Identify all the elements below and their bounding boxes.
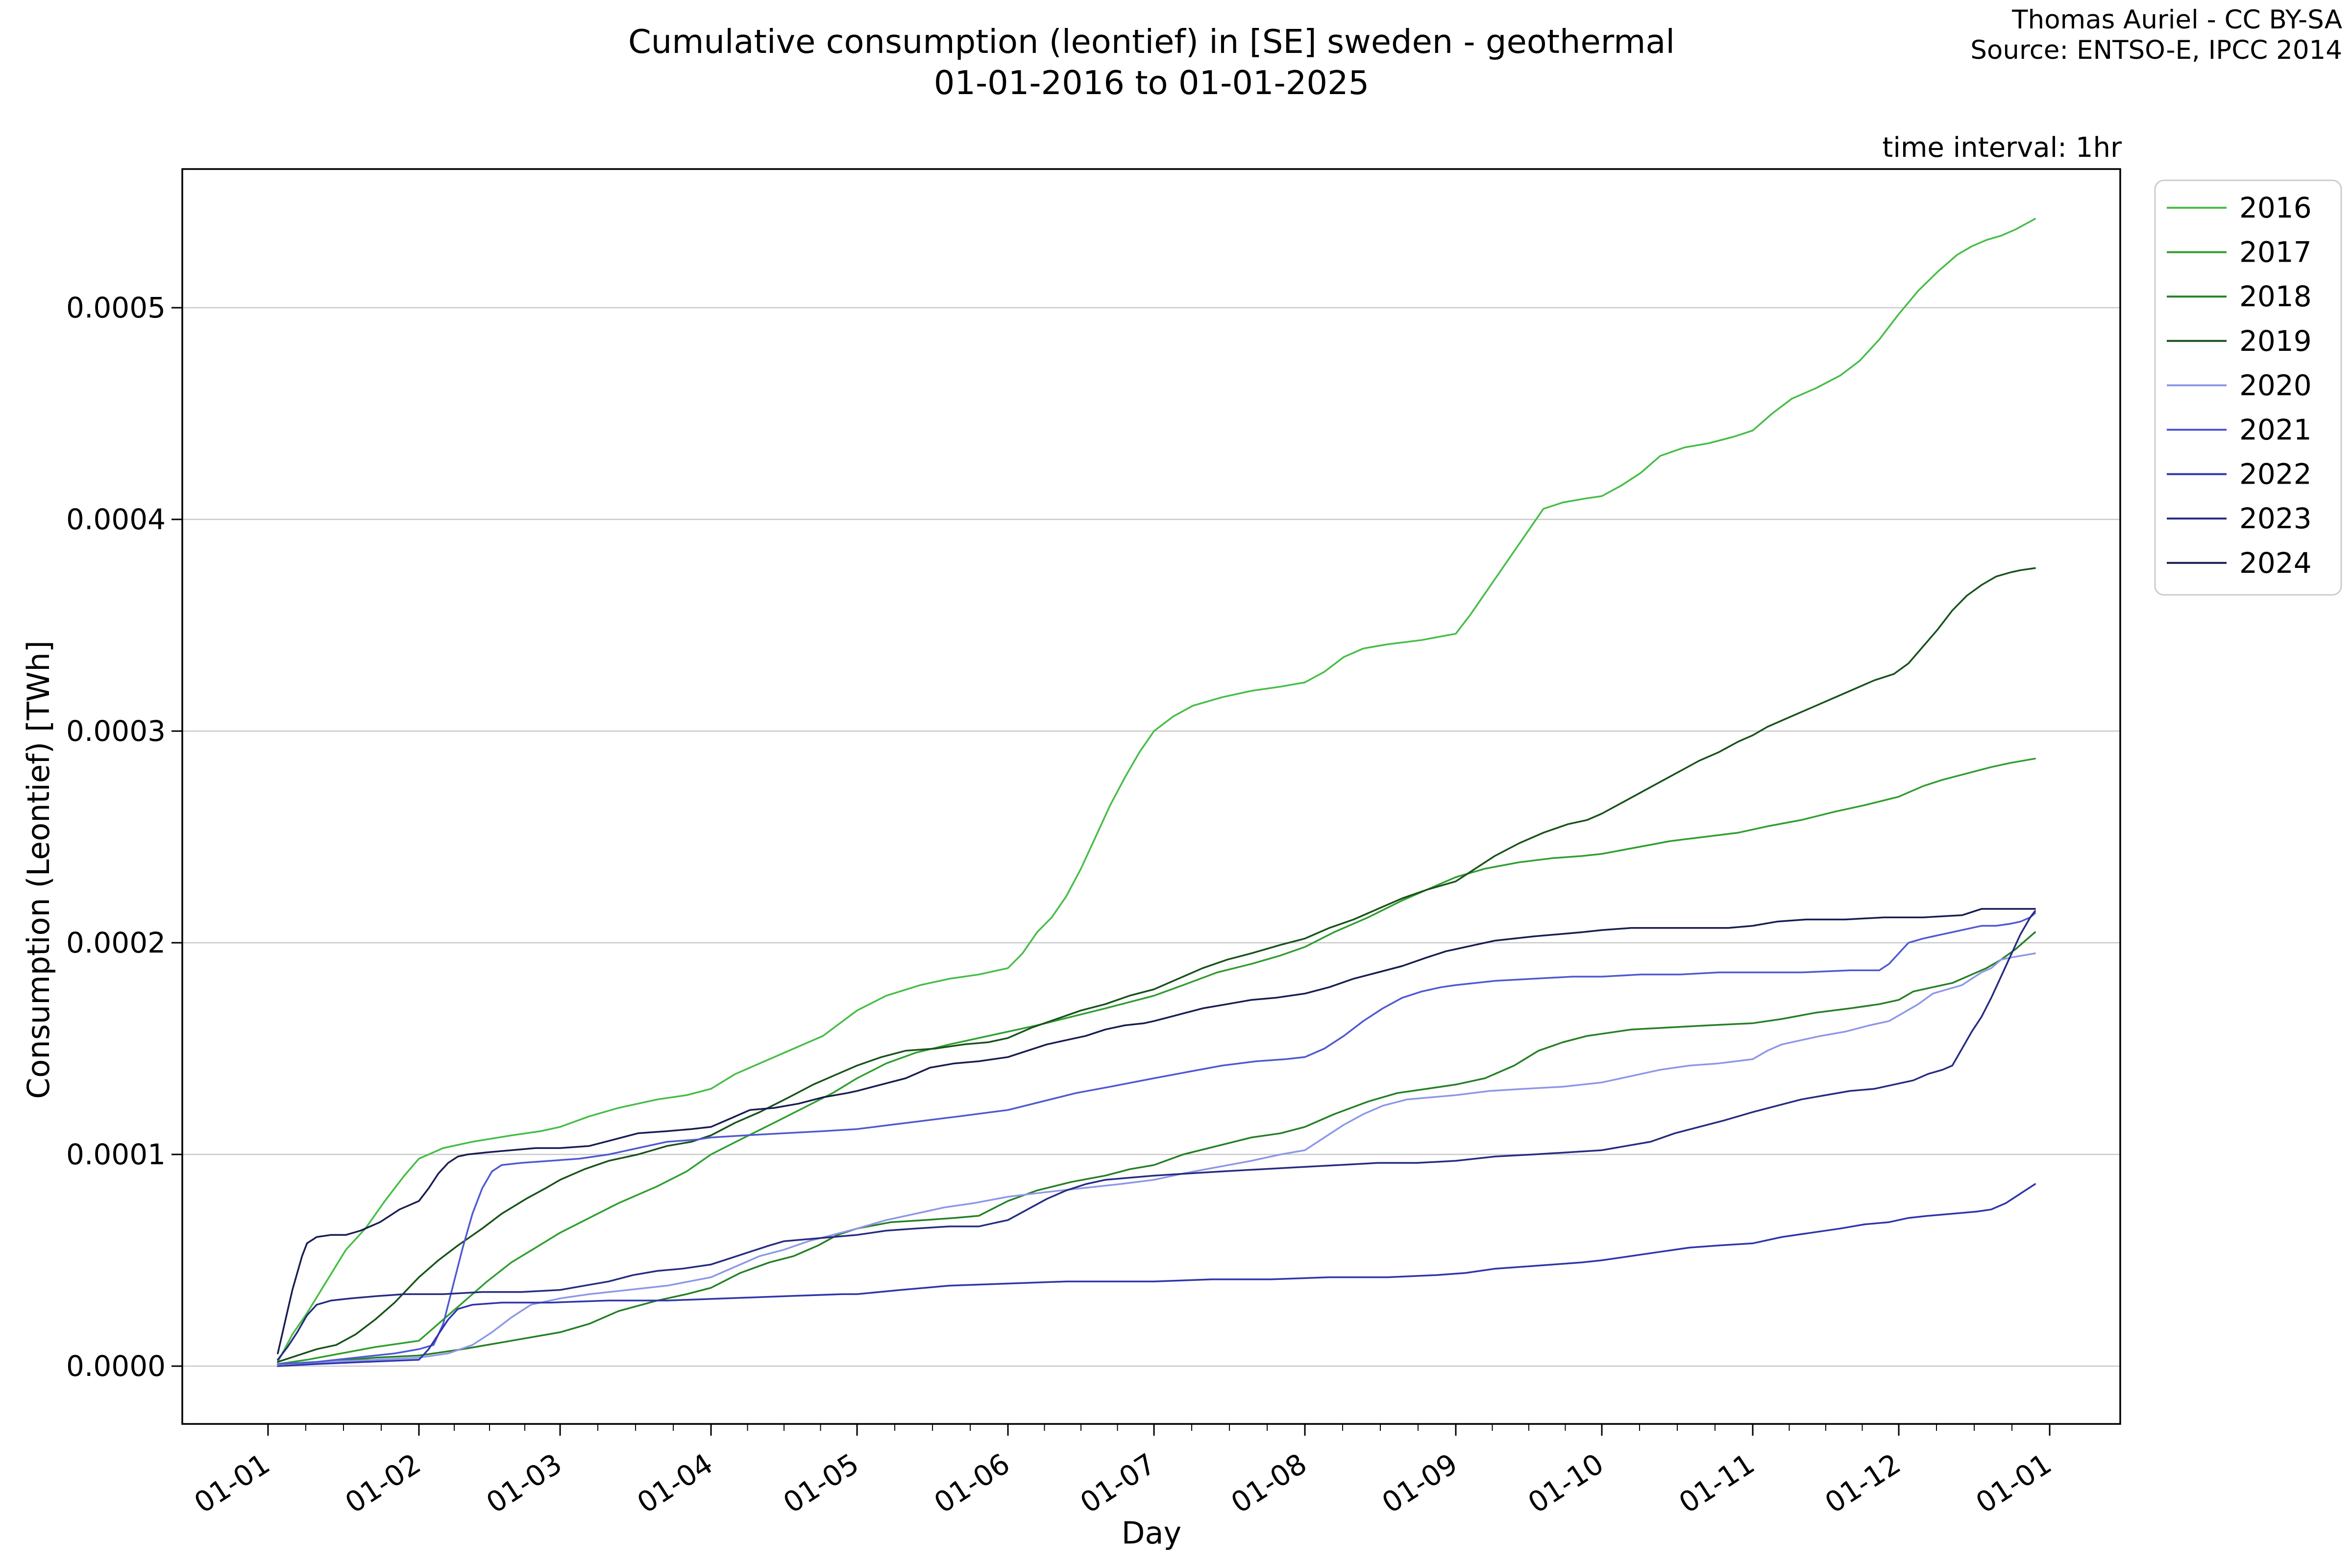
legend-item-2022: 2022 [2167,458,2312,491]
attribution-line1: Thomas Auriel - CC BY-SA [2011,5,2342,35]
series-line-2017 [277,758,2036,1365]
chart-subtitle: 01-01-2016 to 01-01-2025 [934,64,1370,102]
series-layer [277,218,2036,1367]
y-tick-label: 0.0002 [66,926,166,959]
plot-frame [181,168,2121,1425]
legend-label-2021: 2021 [2239,413,2312,446]
legend-box [2154,179,2342,596]
gridlines-layer [182,307,2120,1367]
y-tick-label: 0.0003 [66,714,166,748]
x-tick-label: 01-06 [928,1447,1015,1520]
legend-item-2021: 2021 [2167,413,2312,446]
x-tick-label: 01-07 [1074,1447,1161,1520]
legend-item-2024: 2024 [2167,546,2312,580]
series-line-2016 [277,218,2036,1363]
legend-item-2020: 2020 [2167,368,2312,402]
legend-item-2023: 2023 [2167,502,2312,535]
legend-label-2017: 2017 [2239,236,2312,269]
x-tick-label: 01-01 [1970,1447,2057,1520]
legend-item-2017: 2017 [2167,236,2312,269]
x-tick-label: 01-02 [339,1447,426,1520]
legend-label-2016: 2016 [2239,191,2312,224]
legend-item-2016: 2016 [2167,191,2312,224]
x-tick-label: 01-08 [1225,1447,1312,1520]
y-tick-label: 0.0000 [66,1349,166,1383]
series-line-2023 [277,910,2036,1361]
series-line-2024 [277,908,2036,1354]
legend-item-2019: 2019 [2167,324,2312,358]
time-interval-note: time interval: 1hr [1882,132,2122,164]
y-tick-label: 0.0001 [66,1138,166,1171]
series-line-2018 [277,931,2036,1365]
y-axis-label: Consumption (Leontief) [TWh] [21,640,56,1099]
series-line-2020 [277,952,2036,1365]
x-tick-label: 01-12 [1819,1447,1906,1520]
y-tick-label: 0.0005 [66,291,166,324]
series-line-2022 [277,1183,2036,1367]
legend-label-2018: 2018 [2239,280,2312,313]
x-tick-label: 01-04 [631,1447,718,1520]
legend-label-2024: 2024 [2239,546,2312,580]
legend-label-2019: 2019 [2239,324,2312,358]
series-line-2019 [277,567,2036,1363]
y-tick-label: 0.0004 [66,503,166,536]
x-axis-label: Day [1122,1515,1181,1551]
series-line-2021 [277,912,2036,1365]
legend-label-2020: 2020 [2239,368,2312,402]
chart-title: Cumulative consumption (leontief) in [SE… [628,23,1675,61]
legend-label-2022: 2022 [2239,458,2312,491]
x-tick-label: 01-03 [480,1447,567,1520]
legend-item-2018: 2018 [2167,280,2312,313]
legend: 2016 2017 2018 2019 2020 2021 2022 2023 2024 [2154,179,2342,596]
x-tick-label: 01-09 [1376,1447,1463,1520]
x-tick-label: 01-05 [777,1447,864,1520]
x-tick-label: 01-01 [188,1447,275,1520]
legend-label-2023: 2023 [2239,502,2312,535]
axes-layer: 0.0000 0.0001 0.0002 0.0003 0.0004 0.0005 01-0… [66,168,2121,1520]
attribution-line2: Source: ENTSO-E, IPCC 2014 [1970,35,2342,65]
x-tick-label: 01-10 [1522,1447,1609,1520]
x-tick-label: 01-11 [1673,1447,1760,1520]
